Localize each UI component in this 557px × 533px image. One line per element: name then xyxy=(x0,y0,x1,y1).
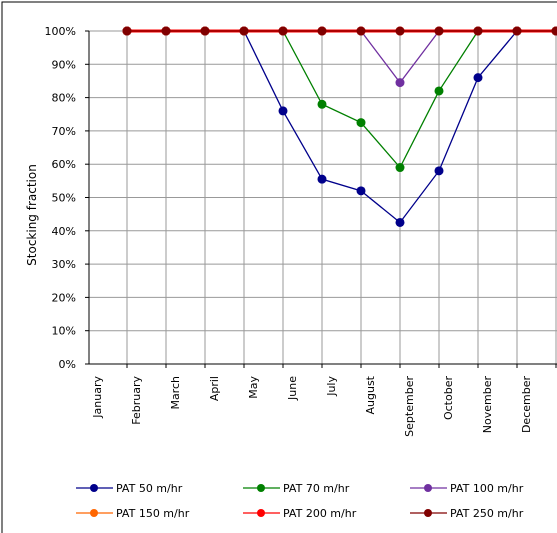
data-point xyxy=(239,26,249,36)
x-tick-label: July xyxy=(325,376,338,397)
legend-marker xyxy=(257,509,265,517)
data-point xyxy=(278,106,288,116)
x-tick-label: November xyxy=(481,376,494,434)
y-tick-label: 100% xyxy=(45,25,76,38)
data-point xyxy=(356,118,366,128)
data-point xyxy=(122,26,132,36)
legend-item: PAT 200 m/hr xyxy=(243,507,357,520)
data-point xyxy=(434,26,444,36)
x-tick-label: June xyxy=(286,376,299,401)
x-tick-label: September xyxy=(403,376,416,437)
y-tick-label: 50% xyxy=(52,192,76,205)
data-point xyxy=(395,163,405,173)
y-tick-label: 20% xyxy=(52,291,76,304)
x-tick-label: August xyxy=(364,375,377,414)
legend-item: PAT 150 m/hr xyxy=(76,507,190,520)
y-tick-labels: 0% 10% 20% 30% 40% 50% 60% 70% 80% 90% 100% xyxy=(45,25,76,371)
x-tick-label: January xyxy=(91,376,104,419)
legend-item: PAT 100 m/hr xyxy=(410,482,524,495)
y-tick-label: 40% xyxy=(52,225,76,238)
x-tick-label: April xyxy=(208,376,221,401)
x-tick-label: October xyxy=(442,376,455,420)
data-point xyxy=(551,26,557,36)
legend-marker xyxy=(90,484,98,492)
axes xyxy=(85,30,557,368)
y-tick-label: 80% xyxy=(52,92,76,105)
legend-item: PAT 70 m/hr xyxy=(243,482,350,495)
legend-item: PAT 50 m/hr xyxy=(76,482,183,495)
x-tick-label: December xyxy=(520,376,533,434)
legend-label: PAT 50 m/hr xyxy=(116,482,183,495)
legend-label: PAT 200 m/hr xyxy=(283,507,357,520)
legend: PAT 50 m/hr PAT 70 m/hr PAT 100 m/hr PAT 15… xyxy=(76,482,524,520)
legend-label: PAT 100 m/hr xyxy=(450,482,524,495)
y-axis-label: Stocking fraction xyxy=(25,164,39,266)
data-point xyxy=(317,99,327,109)
data-point xyxy=(278,26,288,36)
data-point xyxy=(473,26,483,36)
legend-marker xyxy=(424,484,432,492)
legend-label: PAT 150 m/hr xyxy=(116,507,190,520)
data-point xyxy=(356,186,366,196)
legend-marker xyxy=(424,509,432,517)
data-point xyxy=(395,78,405,88)
data-point xyxy=(317,174,327,184)
data-point xyxy=(200,26,210,36)
y-tick-label: 0% xyxy=(59,358,76,371)
legend-label: PAT 250 m/hr xyxy=(450,507,524,520)
series-5 xyxy=(122,26,557,36)
x-tick-label: March xyxy=(169,376,182,410)
data-point xyxy=(356,26,366,36)
series-lines xyxy=(122,26,557,227)
data-point xyxy=(434,166,444,176)
data-point xyxy=(434,86,444,96)
data-point xyxy=(395,26,405,36)
x-tick-label: May xyxy=(247,376,260,399)
data-point xyxy=(161,26,171,36)
legend-marker xyxy=(257,484,265,492)
x-tick-labels: January February March April May June July Augu… xyxy=(91,375,533,436)
legend-label: PAT 70 m/hr xyxy=(283,482,350,495)
y-tick-label: 70% xyxy=(52,125,76,138)
y-tick-label: 60% xyxy=(52,158,76,171)
y-tick-label: 10% xyxy=(52,325,76,338)
grid xyxy=(89,30,557,364)
legend-item: PAT 250 m/hr xyxy=(410,507,524,520)
x-tick-label: February xyxy=(130,376,143,425)
data-point xyxy=(317,26,327,36)
data-point xyxy=(473,73,483,83)
legend-marker xyxy=(90,509,98,517)
data-point xyxy=(512,26,522,36)
y-tick-label: 90% xyxy=(52,58,76,71)
data-point xyxy=(395,217,405,227)
y-tick-label: 30% xyxy=(52,258,76,271)
